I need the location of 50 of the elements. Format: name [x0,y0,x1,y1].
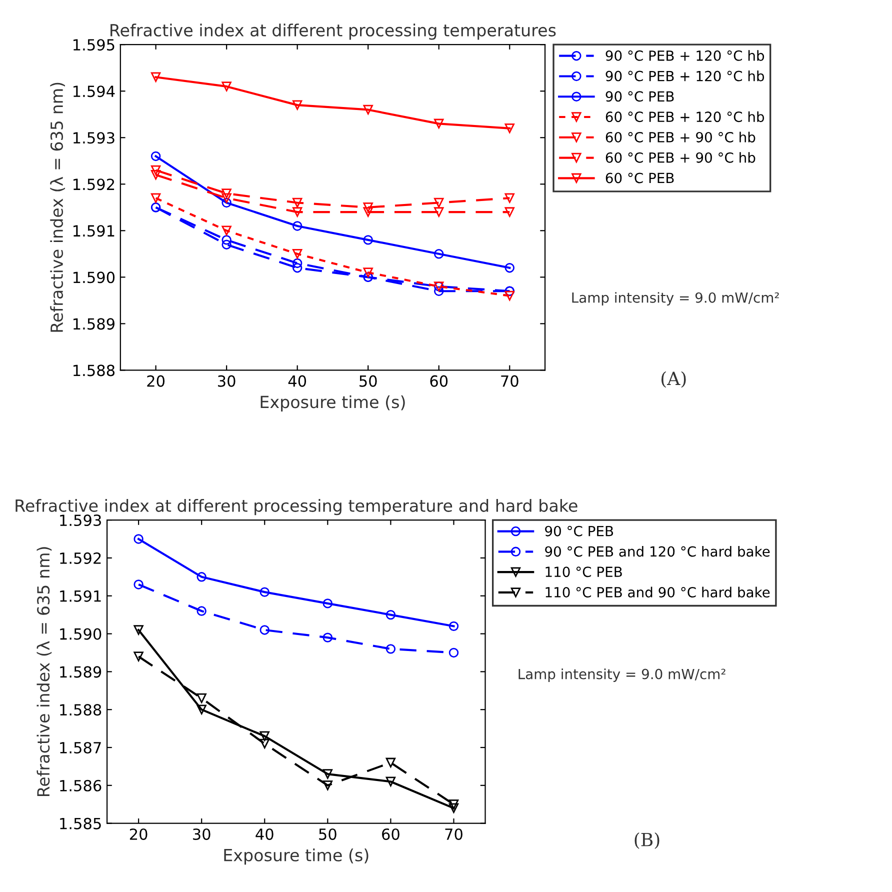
legend-label: 110 °C PEB and 90 °C hard bake [546,586,770,598]
y-tick-label: 1.592 [74,178,114,190]
x-tick-label: 70 [445,828,462,840]
y-tick-label: 1.589 [60,666,102,678]
text: Lamp intensity = 9.0 mW/cm² [572,292,779,306]
text: (B) [634,832,660,849]
legend-label: 90 °C PEB [545,526,614,536]
y-tick-label: 1.590 [74,272,115,284]
legend-label: 90 °C PEB + 120 °C hb [606,50,764,61]
y-tick-label: 1.589 [74,318,114,330]
x-tick-label: 30 [218,375,236,387]
chart-title: Refractive index at different processing temperatures [110,24,556,40]
x-tick-label: 60 [430,375,448,387]
x-tick-label: 40 [288,375,306,387]
y-tick-label: 1.586 [60,780,102,792]
text: Lamp intensity = 9.0 mW/cm² [518,668,726,682]
legend-label: 90 °C PEB and 120 °C hard bake [545,546,770,557]
legend-label: 60 °C PEB [606,172,674,184]
y-tick-label: 1.593 [74,132,114,144]
y-tick-label: 1.591 [60,590,101,602]
legend-label: 60 °C PEB + 120 °C hb [606,111,764,122]
x-tick-label: 50 [360,375,377,387]
y-axis-title: Refractive index (λ = 635 nm) [50,82,65,332]
x-tick-label: 70 [501,375,518,387]
y-tick-label: 1.593 [60,514,101,526]
x-tick-label: 20 [130,828,148,840]
y-tick-label: 1.595 [74,39,114,51]
y-tick-label: 1.591 [74,225,114,237]
y-tick-label: 1.588 [60,704,102,716]
y-axis-title: Refractive index (λ = 635 nm) [36,547,52,796]
legend-label: 60 °C PEB + 90 °C hb [606,132,756,142]
legend-label: 90 °C PEB + 120 °C hb [606,70,764,82]
legend-label: 60 °C PEB + 90 °C hb [606,152,756,163]
chart-title: Refractive index at different processing temperature and hard bake [16,499,578,516]
x-tick-label: 20 [147,375,165,387]
x-axis-title: Exposure time (s) [260,395,405,412]
y-tick-label: 1.594 [74,86,115,98]
x-tick-label: 30 [193,828,210,840]
y-tick-label: 1.590 [60,628,102,640]
y-tick-label: 1.587 [60,742,101,754]
x-axis-title: Exposure time (s) [224,848,368,865]
y-tick-label: 1.585 [60,818,101,830]
x-tick-label: 60 [382,828,400,840]
legend-label: 110 °C PEB [546,566,622,578]
text: (A) [662,371,686,388]
y-tick-label: 1.592 [60,552,101,564]
x-tick-label: 40 [256,828,274,840]
legend-label: 90 °C PEB [606,91,674,102]
x-tick-label: 50 [319,828,336,840]
y-tick-label: 1.588 [74,364,115,376]
